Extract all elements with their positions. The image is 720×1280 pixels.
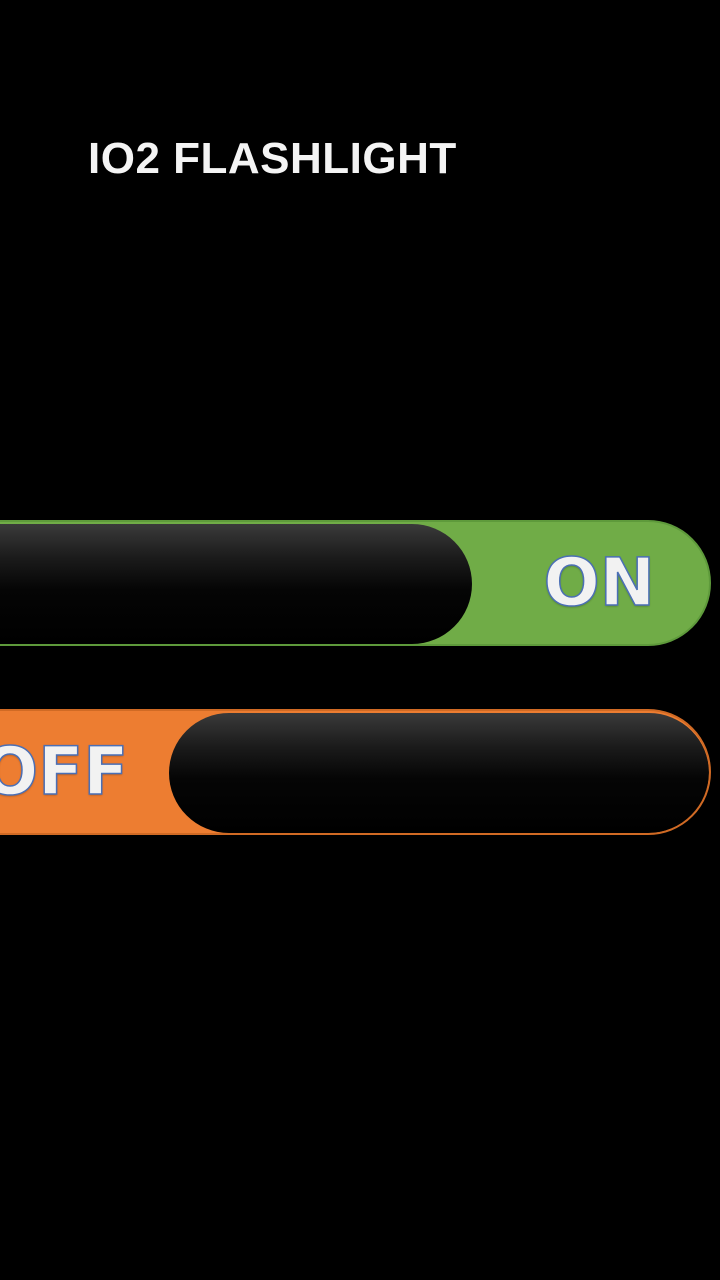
on-switch-knob[interactable]	[0, 524, 472, 644]
on-switch[interactable]: ON	[0, 520, 711, 646]
app-title: IO2 FLASHLIGHT	[88, 134, 457, 183]
off-switch[interactable]: OFF	[0, 709, 711, 835]
on-label: ON	[543, 544, 656, 621]
off-label: OFF	[0, 733, 129, 810]
off-switch-knob[interactable]	[169, 713, 709, 833]
